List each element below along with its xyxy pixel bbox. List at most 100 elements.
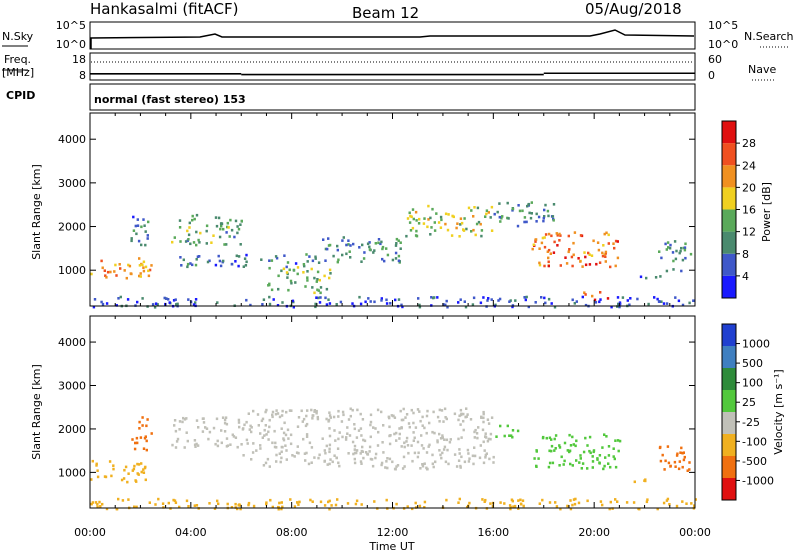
- scatter-cell: [192, 241, 196, 244]
- scatter-cell: [368, 245, 371, 249]
- scatter-cell: [268, 418, 271, 422]
- scatter-cell: [337, 409, 340, 413]
- scatter-cell: [403, 465, 406, 468]
- scatter-cell: [262, 464, 266, 467]
- scatter-cell: [142, 269, 146, 273]
- scatter-cell: [419, 467, 422, 470]
- scatter-cell: [140, 470, 143, 474]
- x-axis-label: Time UT: [368, 540, 414, 553]
- scatter-cell: [104, 475, 108, 479]
- scatter-cell: [535, 212, 538, 216]
- scatter-cell: [218, 235, 222, 239]
- scatter-cell: [466, 505, 469, 509]
- scatter-cell: [305, 422, 309, 426]
- scatter-cell: [688, 301, 691, 305]
- scatter-cell: [548, 461, 552, 465]
- scatter-cell: [458, 497, 461, 501]
- scatter-cell: [117, 497, 120, 501]
- scatter-cell: [106, 270, 110, 274]
- scatter-cell: [322, 238, 325, 241]
- scatter-cell: [361, 243, 364, 247]
- scatter-cell: [123, 468, 126, 472]
- scatter-cell: [486, 439, 490, 443]
- scatter-cell: [277, 505, 280, 509]
- scatter-cell: [236, 225, 239, 228]
- scatter-cell: [325, 303, 329, 306]
- scatter-cell: [394, 298, 397, 302]
- scatter-cell: [489, 437, 492, 441]
- scatter-cell: [319, 286, 323, 289]
- power-x-ticks: [89, 113, 696, 306]
- scatter-cell: [280, 414, 284, 417]
- scatter-cell: [336, 244, 339, 248]
- scatter-cell: [335, 456, 338, 460]
- noise-sky-label: N.Sky: [2, 30, 34, 43]
- scatter-cell: [613, 457, 616, 461]
- scatter-cell: [105, 507, 109, 511]
- scatter-cell: [362, 438, 365, 442]
- scatter-cell: [205, 242, 208, 245]
- scatter-cell: [438, 408, 441, 412]
- cpid-panel-frame: [89, 83, 696, 111]
- scatter-cell: [382, 424, 385, 427]
- scatter-cell: [656, 297, 659, 301]
- scatter-cell: [148, 268, 152, 272]
- scatter-cell: [181, 420, 184, 424]
- scatter-cell: [134, 479, 137, 482]
- scatter-cell: [591, 455, 594, 458]
- scatter-cell: [267, 430, 270, 434]
- scatter-cell: [319, 500, 323, 504]
- nave-tick-top: 60: [708, 53, 722, 66]
- scatter-cell: [499, 220, 502, 223]
- scatter-cell: [583, 291, 586, 294]
- scatter-cell: [172, 498, 175, 502]
- scatter-cell: [414, 501, 417, 505]
- scatter-cell: [563, 459, 566, 463]
- scatter-cell: [130, 237, 133, 240]
- scatter-cell: [265, 408, 268, 412]
- scatter-cell: [667, 461, 671, 465]
- scatter-cell: [581, 462, 585, 465]
- scatter-cell: [673, 460, 677, 464]
- scatter-cell: [368, 450, 371, 453]
- scatter-cell: [314, 255, 317, 259]
- scatter-cell: [264, 424, 267, 427]
- scatter-cell: [210, 241, 213, 244]
- scatter-cell: [538, 263, 542, 267]
- scatter-cell: [601, 251, 604, 255]
- scatter-cell: [683, 246, 687, 249]
- cpid-text: normal (fast stereo) 153: [94, 93, 246, 106]
- scatter-cell: [644, 478, 647, 481]
- scatter-cell: [609, 500, 612, 504]
- scatter-cell: [443, 407, 447, 411]
- scatter-cell: [263, 428, 266, 432]
- scatter-cell: [544, 233, 548, 236]
- scatter-cell: [565, 262, 569, 265]
- scatter-cell: [328, 499, 331, 503]
- scatter-cell: [459, 223, 462, 226]
- scatter-cell: [517, 507, 520, 510]
- scatter-cell: [501, 215, 504, 218]
- scatter-cell: [445, 498, 448, 502]
- scatter-cell: [468, 457, 471, 460]
- date-title: 05/Aug/2018: [585, 0, 682, 18]
- scatter-cell: [482, 412, 485, 416]
- scatter-cell: [183, 446, 186, 449]
- scatter-cell: [394, 244, 398, 247]
- scatter-cell: [236, 231, 239, 235]
- scatter-cell: [127, 498, 130, 501]
- scatter-cell: [367, 297, 370, 300]
- scatter-cell: [332, 415, 336, 419]
- scatter-cell: [550, 444, 554, 448]
- scatter-cell: [544, 301, 547, 305]
- scatter-cell: [297, 503, 300, 506]
- scatter-cell: [136, 224, 140, 227]
- scatter-cell: [293, 455, 296, 458]
- scatter-cell: [431, 453, 434, 457]
- scatter-cell: [115, 507, 119, 511]
- scatter-cell: [447, 213, 450, 216]
- scatter-cell: [226, 225, 229, 229]
- scatter-cell: [598, 461, 601, 464]
- scatter-cell: [482, 461, 486, 465]
